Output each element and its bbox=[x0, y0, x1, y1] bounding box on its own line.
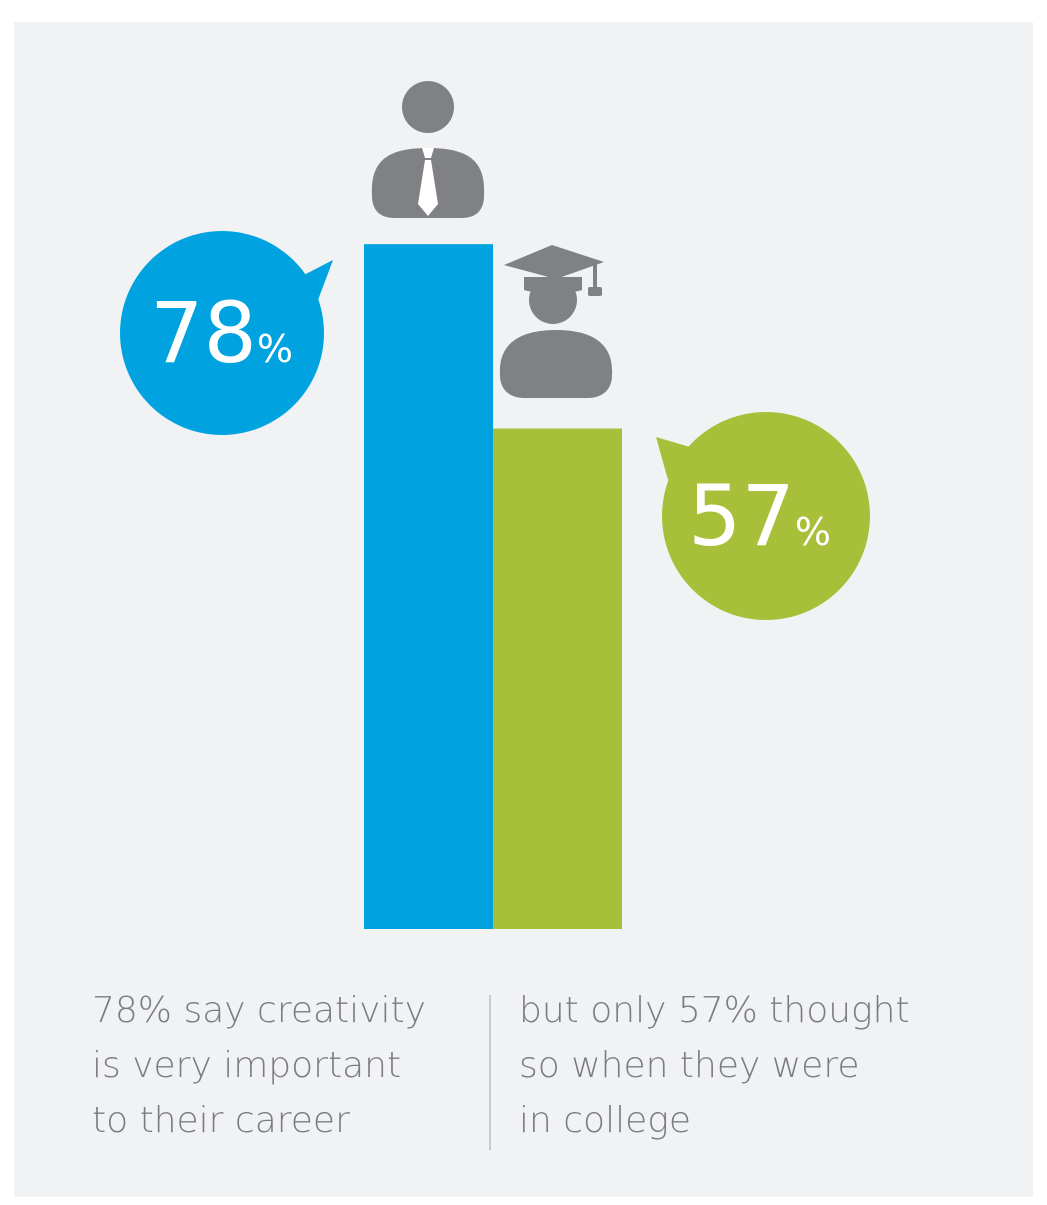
graduate-person-icon bbox=[499, 245, 613, 398]
bubble-78-number: 78 bbox=[150, 284, 257, 382]
professional-person-icon bbox=[371, 81, 485, 218]
bubble-78-unit: % bbox=[257, 327, 293, 371]
caption-career-line-3: to their career bbox=[92, 1100, 350, 1141]
bar-college bbox=[493, 428, 622, 929]
svg-text:78%: 78% bbox=[150, 284, 293, 382]
caption-career: 78% say creativity is very important to … bbox=[92, 983, 472, 1148]
bars-layer bbox=[364, 244, 622, 929]
caption-college-line-3: in college bbox=[519, 1100, 691, 1141]
caption-college-line-1: but only 57% thought bbox=[519, 990, 910, 1031]
bar-career bbox=[364, 244, 493, 929]
caption-college: but only 57% thought so when they were i… bbox=[519, 983, 979, 1148]
value-bubble-78: 78% bbox=[120, 231, 333, 435]
svg-text:57%: 57% bbox=[688, 467, 831, 565]
bubble-57-unit: % bbox=[795, 510, 831, 554]
bubble-57-number: 57 bbox=[688, 467, 795, 565]
value-bubble-57: 57% bbox=[656, 412, 870, 620]
caption-college-line-2: so when they were bbox=[519, 1045, 860, 1086]
caption-divider bbox=[489, 995, 491, 1150]
caption-career-line-2: is very important bbox=[92, 1045, 402, 1086]
caption-career-line-1: 78% say creativity bbox=[92, 990, 426, 1031]
